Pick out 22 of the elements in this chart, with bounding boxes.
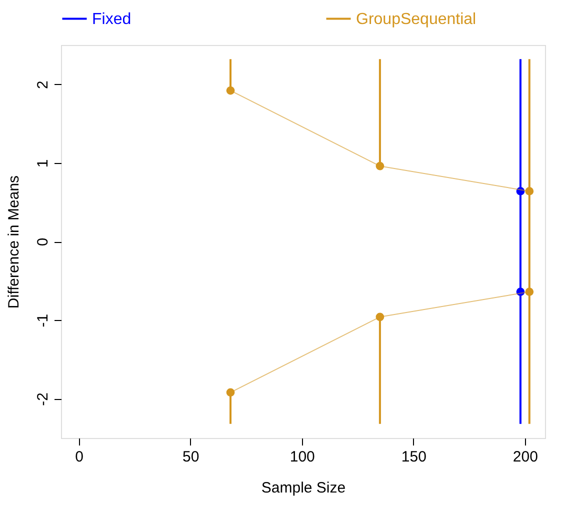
x-tick-label: 0: [75, 448, 84, 466]
y-tick-label: 1: [34, 159, 52, 168]
x-tick-label: 50: [182, 448, 200, 466]
legend-label: GroupSequential: [356, 10, 476, 28]
point: [516, 187, 525, 196]
y-tick-label: -2: [34, 392, 52, 406]
point: [226, 86, 235, 95]
x-tick-label: 150: [401, 448, 426, 466]
y-tick-label: 2: [34, 80, 52, 89]
point: [226, 388, 235, 397]
point: [516, 288, 525, 296]
y-tick-label: -1: [34, 314, 52, 328]
point: [525, 187, 534, 196]
legend-label: Fixed: [92, 10, 132, 28]
x-tick-label: 100: [290, 448, 315, 466]
point: [376, 162, 384, 170]
point: [525, 288, 534, 296]
x-tick-label: 200: [512, 448, 538, 466]
y-tick-label: 0: [34, 238, 52, 246]
x-axis-title: Sample Size: [261, 480, 346, 496]
y-axis-title: Difference in Means: [6, 175, 22, 309]
point: [376, 312, 384, 322]
